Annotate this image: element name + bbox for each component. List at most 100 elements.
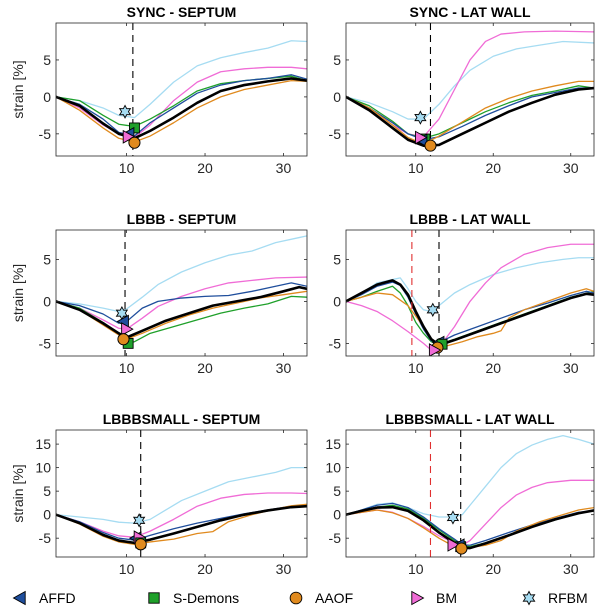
series-line-affd <box>56 74 307 137</box>
y-tick-label: -5 <box>39 530 52 546</box>
x-tick-label: 20 <box>197 360 213 376</box>
plot-area <box>56 230 307 356</box>
legend-marker-aaof <box>289 591 303 605</box>
x-tick-label: 20 <box>485 561 501 577</box>
legend-item-s-demons: S-Demons <box>148 590 239 606</box>
series-line-affd <box>56 282 307 324</box>
legend-marker-bm <box>411 590 425 606</box>
series-line-bm <box>56 276 307 330</box>
legend-label: BM <box>436 590 457 606</box>
y-tick-label: 0 <box>333 507 341 523</box>
panel-title: LBBBSMALL - LAT WALL <box>385 411 554 427</box>
marker-s-demons <box>129 122 140 134</box>
x-tick-label: 20 <box>197 561 213 577</box>
legend-label: AAOF <box>315 590 353 606</box>
series-line-affd <box>346 87 594 141</box>
y-tick-label: 5 <box>43 251 51 267</box>
series-line-aaof <box>346 80 594 145</box>
legend-label: AFFD <box>39 590 76 606</box>
panel-lbbb-lat-wall: LBBB - LAT WALL 10 20 30 -5 0 5 <box>329 211 595 376</box>
series-line-mean <box>346 86 594 147</box>
panel-sync-lat-wall: SYNC - LAT WALL 10 20 30 -5 0 5 <box>329 4 595 176</box>
series-line-mean <box>56 504 307 545</box>
y-tick-label: 5 <box>333 483 341 499</box>
x-tick-label: 20 <box>197 160 213 176</box>
y-axis-label: strain [%] <box>10 264 26 322</box>
marker-rfbm <box>446 510 460 525</box>
panel-title: SYNC - SEPTUM <box>127 4 237 20</box>
legend: AFFD S-Demons AAOF BM RFBM <box>12 590 588 606</box>
y-tick-label: 0 <box>43 507 51 523</box>
y-tick-label: 0 <box>43 293 51 309</box>
x-tick-label: 10 <box>408 561 424 577</box>
series-line-bm <box>56 492 307 538</box>
x-tick-label: 10 <box>408 360 424 376</box>
panel-lbbbsmall-lat-wall: LBBBSMALL - LAT WALL 10 20 30 -5 0 5 10 15 <box>325 411 595 577</box>
legend-marker-rfbm <box>522 590 536 606</box>
marker-rfbm <box>426 302 440 317</box>
legend-marker-s-demons <box>148 592 160 604</box>
marker-aaof <box>455 542 468 555</box>
x-tick-label: 30 <box>276 160 292 176</box>
y-tick-label: 15 <box>35 436 51 452</box>
series-line-rfbm <box>56 466 307 524</box>
marker-aaof <box>134 538 147 551</box>
series-line-rfbm <box>56 235 307 313</box>
panel-lbbbsmall-septum: LBBBSMALL - SEPTUM strain [%] 10 20 30 -5 0 5 10… <box>10 411 308 577</box>
plot-area <box>346 430 594 557</box>
series-line-aaof <box>56 79 307 143</box>
series-line-rfbm <box>56 40 307 119</box>
y-tick-label: 5 <box>43 52 51 68</box>
x-tick-label: 30 <box>563 561 579 577</box>
x-tick-label: 10 <box>119 561 135 577</box>
y-tick-label: -5 <box>329 126 342 142</box>
legend-marker-affd <box>12 590 26 606</box>
plot-area <box>346 23 594 156</box>
axis-box <box>55 22 308 157</box>
y-tick-label: 15 <box>325 436 341 452</box>
axis-box <box>55 229 308 357</box>
x-tick-label: 10 <box>119 160 135 176</box>
y-tick-label: 0 <box>333 293 341 309</box>
x-tick-label: 30 <box>276 360 292 376</box>
marker-bm <box>414 130 428 145</box>
legend-item-affd: AFFD <box>12 590 76 606</box>
panel-lbbb-septum: LBBB - SEPTUM strain [%] 10 20 30 -5 0 5 <box>10 211 308 376</box>
x-tick-label: 30 <box>276 561 292 577</box>
series-line-bm <box>346 243 594 351</box>
marker-aaof <box>424 139 437 152</box>
plot-area <box>346 230 594 356</box>
x-tick-label: 10 <box>408 160 424 176</box>
plot-area <box>56 430 307 557</box>
y-tick-label: 5 <box>333 52 341 68</box>
legend-item-bm: BM <box>411 590 457 606</box>
marker-bm <box>447 537 461 552</box>
y-tick-label: -5 <box>329 530 342 546</box>
y-tick-label: -5 <box>39 126 52 142</box>
legend-label: RFBM <box>548 590 588 606</box>
x-tick-label: 20 <box>485 160 501 176</box>
marker-aaof <box>128 136 141 149</box>
legend-item-rfbm: RFBM <box>522 590 588 606</box>
y-axis-label: strain [%] <box>10 464 26 522</box>
panel-title: LBBBSMALL - SEPTUM <box>103 411 261 427</box>
y-tick-label: -5 <box>39 335 52 351</box>
series-line-rfbm <box>346 40 594 120</box>
panel-title: LBBB - LAT WALL <box>409 211 530 227</box>
legend-label: S-Demons <box>173 590 239 606</box>
marker-bm <box>121 322 134 337</box>
plot-area <box>56 23 307 156</box>
x-tick-label: 30 <box>563 360 579 376</box>
x-tick-label: 10 <box>119 360 135 376</box>
axis-box <box>345 429 595 558</box>
marker-rfbm <box>118 104 132 119</box>
series-line-mean <box>56 285 307 339</box>
y-tick-label: 5 <box>43 483 51 499</box>
legend-item-aaof: AAOF <box>289 590 353 606</box>
x-tick-label: 30 <box>563 160 579 176</box>
marker-bm <box>122 129 136 144</box>
marker-rfbm <box>414 110 427 125</box>
y-tick-label: 0 <box>43 89 51 105</box>
